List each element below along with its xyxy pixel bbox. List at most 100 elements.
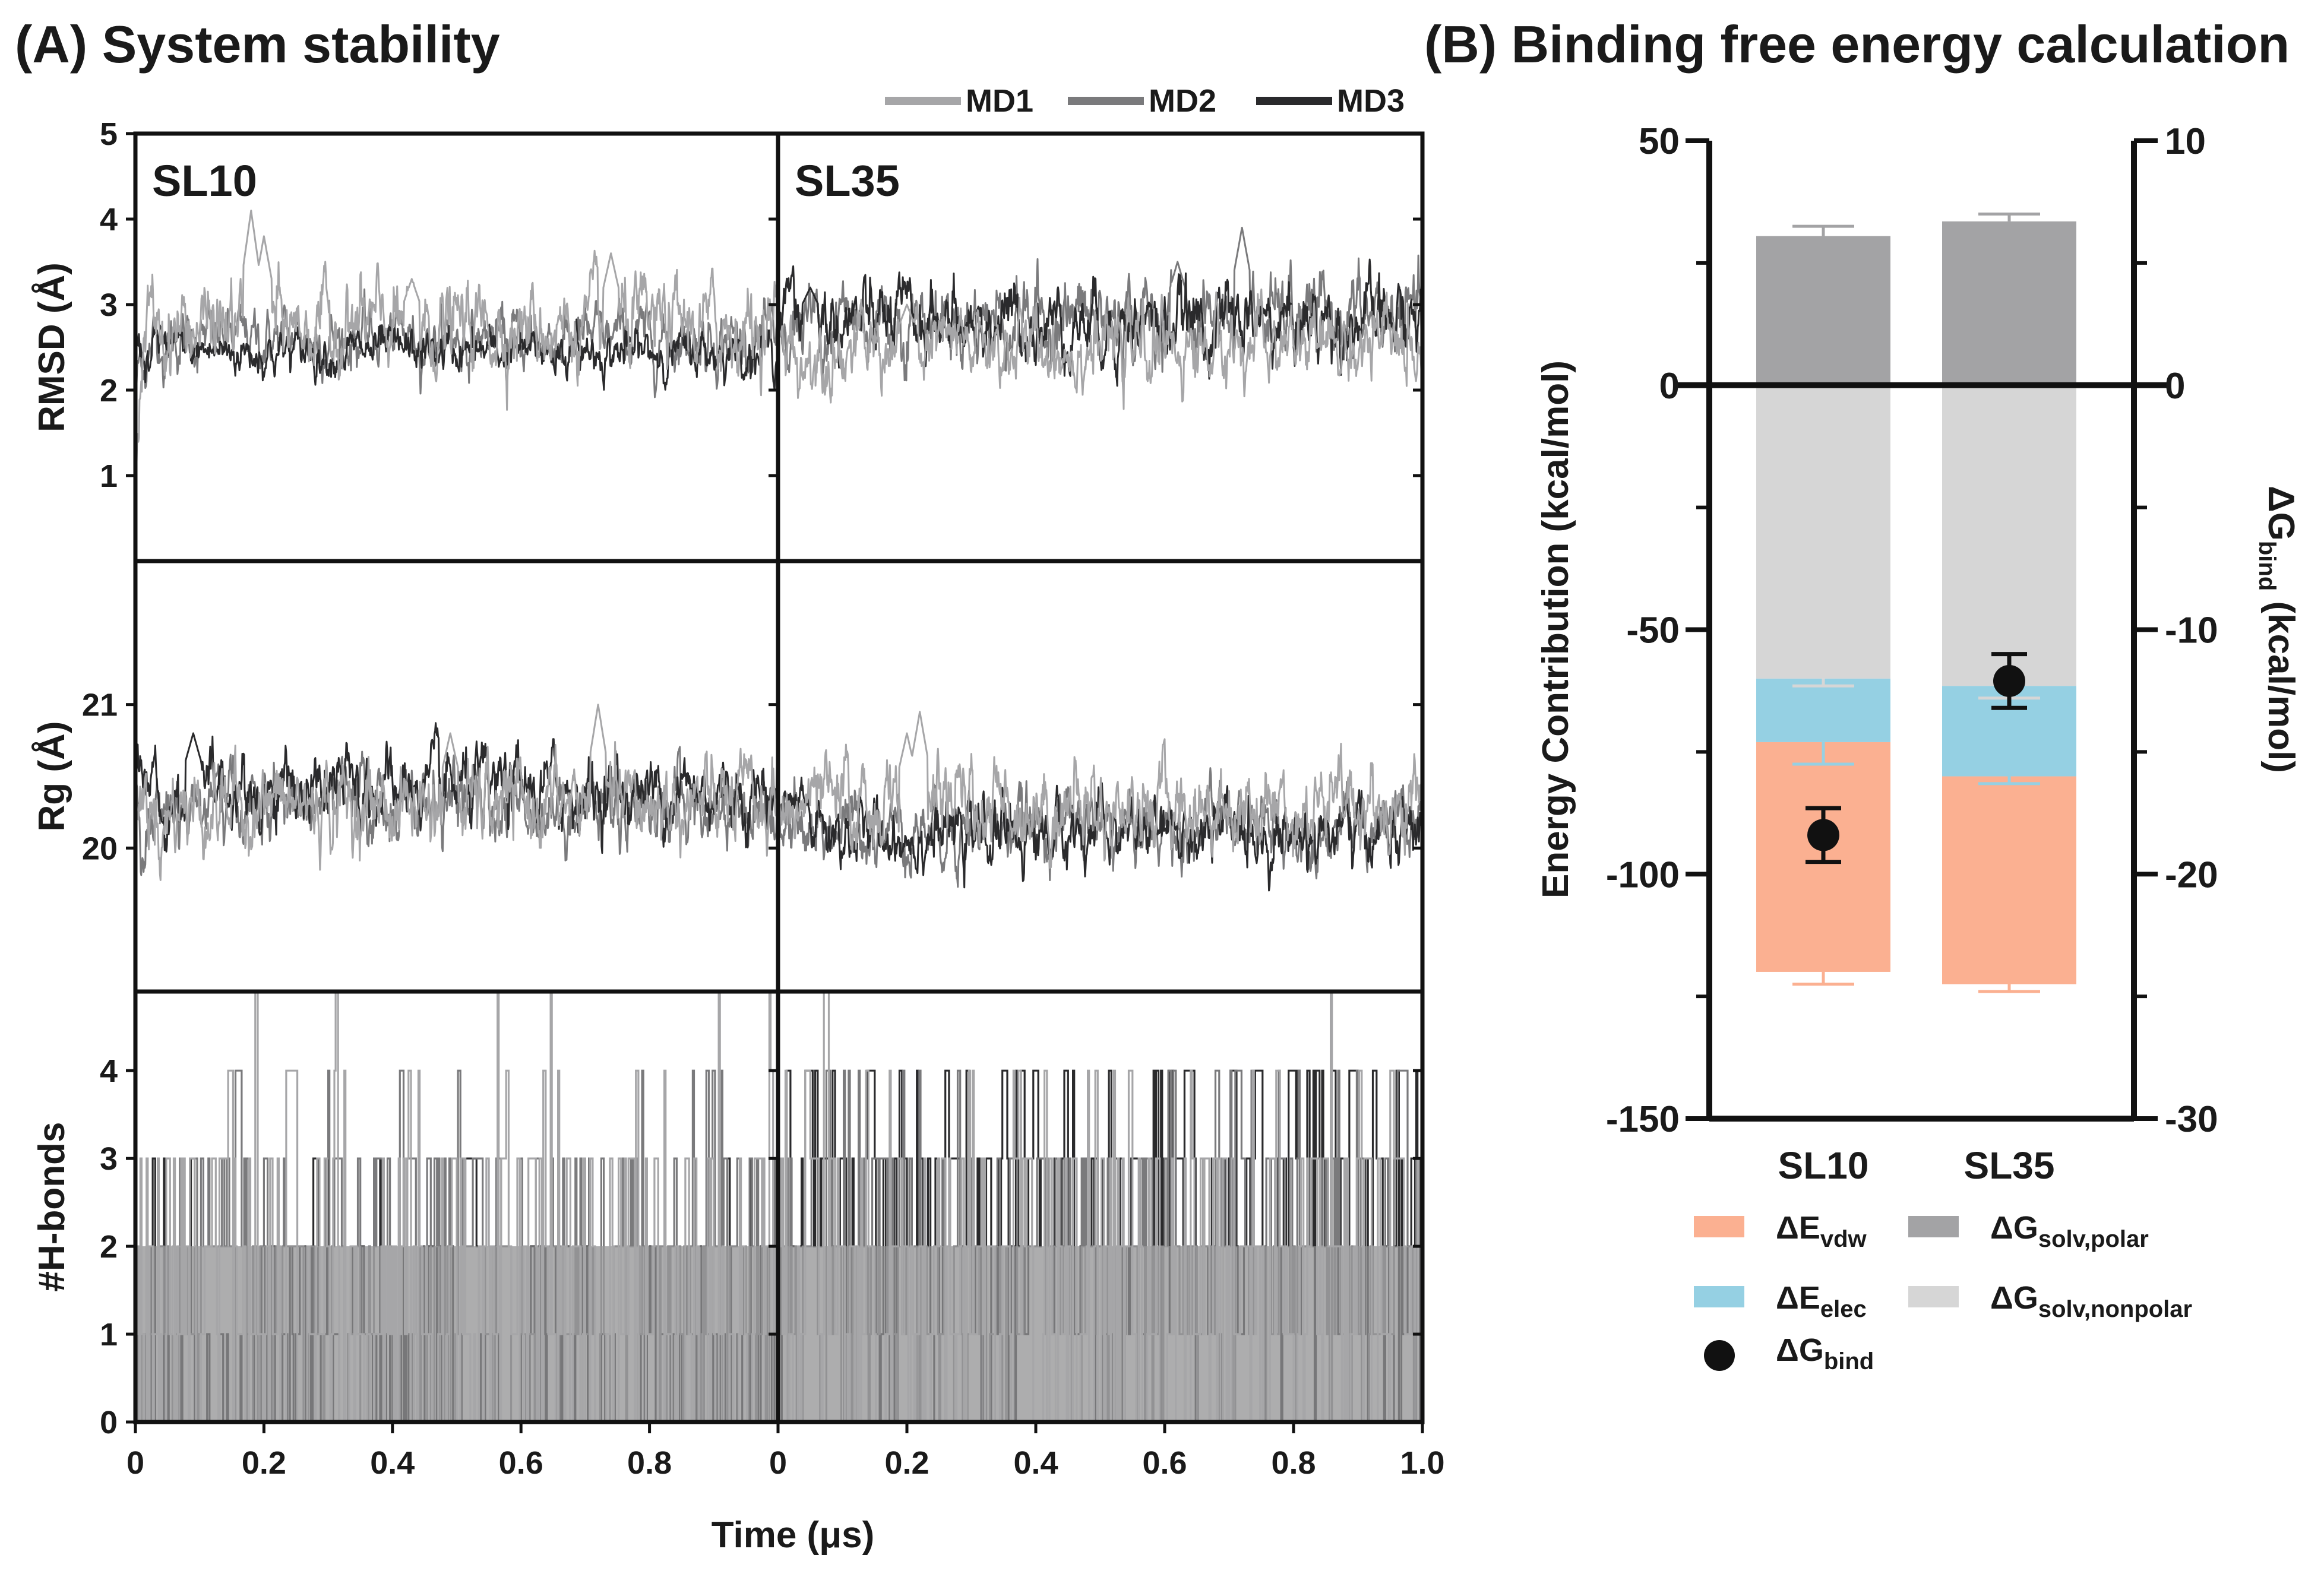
bar-sl10-2 (1756, 236, 1890, 385)
plot-sl35-row-1: SL35 (776, 131, 1425, 563)
y-tick-label: 2 (100, 373, 118, 408)
bar-sl10-3 (1756, 385, 1890, 679)
y2-tick-label: -10 (2165, 610, 2218, 651)
y-axis-label-row-3: #H-bonds (31, 1122, 72, 1292)
bar-sl10-1 (1756, 678, 1890, 742)
panel-a-title: (A) System stability (15, 15, 500, 74)
legend-label-sub: solv,polar (2038, 1226, 2149, 1252)
panel-a-legend: MD1 MD2 MD3 (885, 83, 1405, 119)
x-tick-label: 0 (769, 1445, 787, 1481)
plot-sl35-row-3 (776, 989, 1425, 1424)
density-md1 (135, 1246, 778, 1422)
plot-sl35-row-2 (776, 559, 1425, 994)
point-dgbind-sl10 (1807, 819, 1839, 851)
legend-label-sub: bind (1824, 1348, 1874, 1375)
x-tick-label: 0.4 (1013, 1445, 1058, 1481)
y-tick-label: 0 (100, 1405, 118, 1440)
plot-sl10-row-3 (133, 989, 780, 1424)
y-tick-label: 1 (100, 1317, 118, 1353)
legend-label-main: ΔG (1990, 1210, 2038, 1246)
trace-md1 (778, 711, 1422, 869)
y-tick-label: 2 (100, 1229, 118, 1265)
y-tick-label: -50 (1626, 610, 1680, 651)
plot-area (135, 210, 778, 494)
legend-label-md1: MD1 (966, 83, 1033, 119)
bar-sl35-3 (1942, 385, 2076, 686)
y2-tick-label: 10 (2165, 121, 2206, 162)
y-axis-label-row-2: Rg (Å) (31, 721, 72, 832)
legend-label-dgbind: ΔGbind (1776, 1332, 1874, 1375)
bar-sl35-0 (1942, 776, 2076, 984)
bars (1756, 213, 2076, 993)
plot-frame (776, 989, 1425, 1424)
row-1: SL10 SL35 1 2 3 4 5 RMSD (Å) (31, 116, 1425, 563)
trace-md1 (135, 210, 778, 494)
y-tick-label: 3 (100, 1141, 118, 1177)
trace-md1 (135, 704, 778, 881)
y-tick-label: 50 (1639, 121, 1680, 162)
legend-label-main: ΔG (1990, 1280, 2038, 1316)
y-tick-label: 20 (82, 831, 118, 866)
legend-label-1: ΔEelec (1776, 1280, 1867, 1322)
plot-area (135, 992, 778, 1422)
y2-axis-label: ΔGbind (kcal/mol) (2254, 486, 2301, 773)
panel-b-title: (B) Binding free energy calculation (1424, 15, 2290, 74)
column-label-sl10: SL10 (152, 156, 257, 205)
y-tick-label: -100 (1606, 854, 1680, 895)
legend-label-md2: MD2 (1149, 83, 1216, 119)
plot-sl10-row-2 (133, 559, 780, 994)
legend-label-2: ΔGsolv,polar (1990, 1210, 2149, 1252)
y2-axis-label-main: ΔG (2260, 486, 2301, 541)
trace-md3 (135, 722, 778, 854)
x-axis: 0 0.2 0.4 0.6 0.8 0 0.2 0.4 0.6 0.8 1.0 Time (μs) (127, 1422, 1445, 1556)
legend-swatch-dgbind (1704, 1340, 1735, 1371)
y-tick-label: 4 (100, 202, 118, 237)
x-tick-label: 1.0 (1400, 1445, 1444, 1481)
legend-label-main: ΔG (1776, 1332, 1824, 1368)
panel-a-chart: SL10 SL35 1 2 3 4 5 RMSD (Å) 20 21 Rg (Å) 0 1 2 3 4 #H-b… (31, 116, 1445, 1556)
x-tick-label: 0.2 (884, 1445, 929, 1481)
category-label-sl35: SL35 (1964, 1144, 2055, 1187)
legend-label-sub: solv,nonpolar (2038, 1296, 2192, 1322)
legend-swatch-0 (1694, 1216, 1744, 1237)
legend-label-3: ΔGsolv,nonpolar (1990, 1280, 2192, 1322)
point-dgbind-sl35 (1993, 664, 2025, 697)
y-tick-label: 4 (100, 1053, 118, 1089)
row-2: 20 21 Rg (Å) (31, 559, 1425, 994)
legend-label-main: ΔE (1776, 1210, 1820, 1246)
legend-swatch-1 (1694, 1286, 1744, 1307)
y-axis-label: Energy Contribution (kcal/mol) (1535, 360, 1576, 898)
row-3: 0 1 2 3 4 #H-bonds (31, 989, 1425, 1440)
legend-label-sub: vdw (1820, 1226, 1867, 1252)
x-tick-label: 0.4 (370, 1445, 415, 1481)
y-tick-label: 3 (100, 287, 118, 323)
bar-sl35-2 (1942, 221, 2076, 385)
x-axis-label: Time (μs) (712, 1515, 875, 1556)
plot-sl10-row-1: SL10 (133, 131, 780, 563)
plot-area (135, 704, 778, 881)
y2-tick-label: 0 (2165, 366, 2185, 407)
y-tick-label: 5 (100, 116, 118, 152)
y2-tick-label: -20 (2165, 854, 2218, 895)
y-tick-label: 0 (1659, 366, 1680, 407)
legend-label-md3: MD3 (1337, 83, 1405, 119)
column-label-sl35: SL35 (795, 156, 900, 205)
plot-area (778, 226, 1422, 410)
legend-label-main: ΔE (1776, 1280, 1820, 1316)
x-tick-label: 0 (127, 1445, 144, 1481)
y2-axis-label-tail: (kcal/mol) (2260, 591, 2301, 773)
y-axis-label-row-1: RMSD (Å) (31, 262, 72, 432)
legend-label-sub: elec (1820, 1296, 1867, 1322)
y-tick-label: 1 (100, 458, 118, 494)
density-md1 (778, 1246, 1422, 1422)
legend-swatch-2 (1908, 1216, 1959, 1237)
y2-axis-label-sub: bind (2254, 541, 2280, 591)
x-tick-label: 0.6 (1142, 1445, 1187, 1481)
x-tick-label: 0.8 (627, 1445, 672, 1481)
x-tick-label: 0.6 (499, 1445, 543, 1481)
x-tick-label: 0.2 (242, 1445, 286, 1481)
y-tick-label: -150 (1606, 1099, 1680, 1140)
